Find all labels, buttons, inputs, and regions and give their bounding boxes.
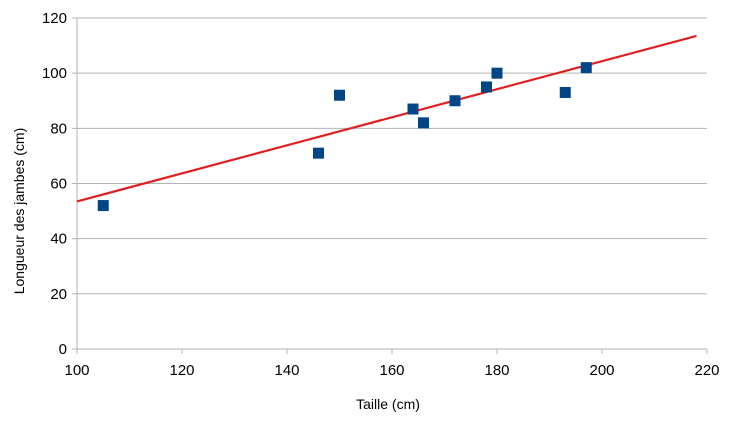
x-tick-label: 160 bbox=[379, 362, 404, 379]
data-point-7 bbox=[491, 67, 503, 79]
y-tick-label: 0 bbox=[59, 341, 67, 358]
axes bbox=[72, 17, 708, 354]
y-tick-label: 40 bbox=[50, 231, 67, 248]
data-point-0 bbox=[97, 200, 109, 212]
x-tick-label: 120 bbox=[169, 362, 194, 379]
x-tick-label: 180 bbox=[484, 362, 509, 379]
data-point-3 bbox=[407, 103, 419, 115]
trendline bbox=[76, 34, 697, 203]
y-axis-title: Longueur des jambes (cm) bbox=[11, 128, 27, 295]
data-point-1 bbox=[313, 147, 324, 159]
gridlines bbox=[77, 17, 707, 295]
data-point-4 bbox=[418, 117, 429, 129]
data-points bbox=[97, 62, 592, 212]
data-point-8 bbox=[559, 86, 571, 98]
y-tick-label: 80 bbox=[50, 120, 67, 137]
data-point-2 bbox=[334, 89, 345, 101]
y-tick-label: 60 bbox=[50, 176, 67, 193]
data-point-9 bbox=[580, 62, 592, 74]
trendline-group bbox=[76, 34, 697, 203]
x-tick-label: 100 bbox=[64, 362, 89, 379]
data-point-6 bbox=[481, 81, 492, 93]
y-tick-label: 120 bbox=[42, 10, 67, 27]
tick-labels: 0 20 40 60 80 100 120 100 120 140 160 180 200 220 bbox=[42, 10, 720, 379]
x-tick-label: 220 bbox=[694, 362, 719, 379]
x-tick-label: 140 bbox=[274, 362, 299, 379]
y-tick-label: 20 bbox=[50, 286, 67, 303]
y-tick-label: 100 bbox=[42, 65, 67, 82]
data-point-5 bbox=[449, 95, 461, 107]
x-tick-label: 200 bbox=[589, 362, 614, 379]
x-axis-title: Taille (cm) bbox=[356, 396, 420, 412]
